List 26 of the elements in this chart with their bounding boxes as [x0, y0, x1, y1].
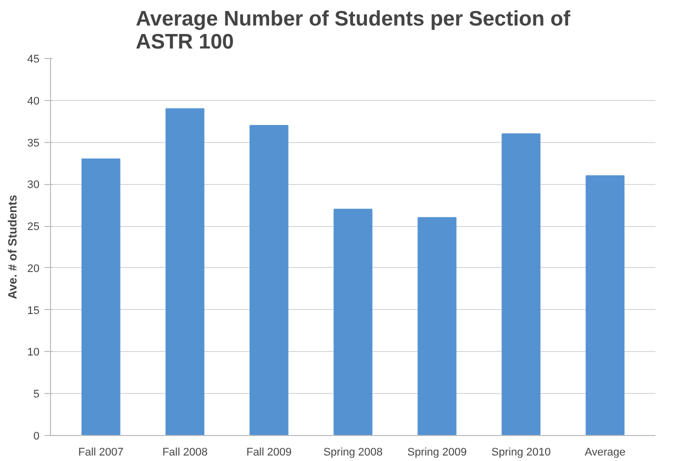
- y-tick-label: 40: [27, 95, 40, 108]
- bar: [418, 217, 456, 436]
- bar: [82, 158, 120, 436]
- x-tick-label: Spring 2009: [407, 446, 467, 458]
- y-tick-label: 35: [27, 137, 40, 150]
- bar: [502, 133, 540, 436]
- bar: [250, 125, 288, 436]
- x-tick-label: Spring 2008: [323, 446, 383, 458]
- y-tick-label: 20: [27, 262, 40, 275]
- bar: [166, 108, 204, 436]
- x-tick-label: Fall 2009: [246, 446, 292, 458]
- y-tick-label: 15: [27, 304, 40, 317]
- bar: [334, 208, 372, 436]
- y-tick-label: 30: [27, 179, 40, 192]
- y-tick-label: 0: [33, 430, 40, 442]
- x-tick-label: Spring 2010: [491, 446, 551, 458]
- y-tick-label: 25: [27, 221, 40, 234]
- bar: [586, 175, 624, 436]
- x-tick-label: Fall 2008: [162, 446, 208, 458]
- x-tick-label: Fall 2007: [78, 446, 124, 458]
- chart-title: Average Number of Students per Section of ASTR 100: [136, 8, 572, 54]
- y-tick-label: 5: [33, 388, 40, 401]
- y-tick-label: 10: [27, 346, 40, 359]
- y-tick-label: 45: [27, 54, 40, 66]
- y-axis-title: Ave. # of Students: [5, 194, 20, 300]
- x-tick-label: Average: [584, 446, 626, 458]
